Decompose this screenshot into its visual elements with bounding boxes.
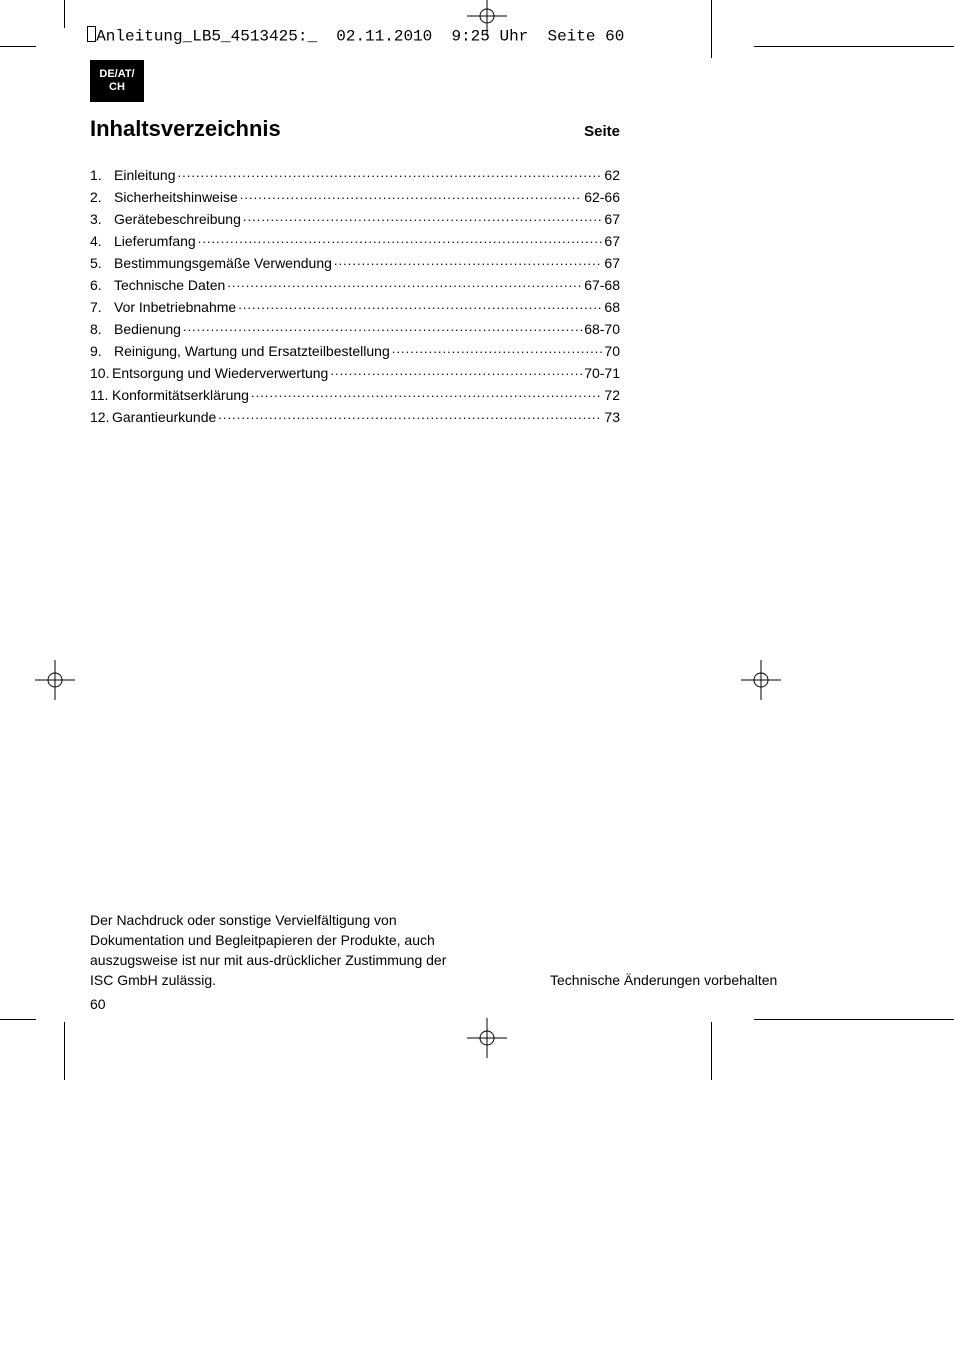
toc-row: 4.Lieferumfang 67 bbox=[90, 230, 620, 252]
toc-number: 9. bbox=[90, 340, 114, 362]
table-of-contents: 1.Einleitung 62 2.Sicherheitshinweise 62-66… bbox=[90, 164, 620, 428]
toc-row: 7.Vor Inbetriebnahme 68 bbox=[90, 296, 620, 318]
toc-number: 7. bbox=[90, 296, 114, 318]
page-number: 60 bbox=[90, 996, 106, 1012]
toc-row: 9.Reinigung, Wartung und Ersatzteilbeste… bbox=[90, 340, 620, 362]
toc-page: 72 bbox=[604, 384, 620, 406]
toc-leader-dots bbox=[183, 318, 582, 340]
toc-page: 73 bbox=[604, 406, 620, 428]
toc-number: 8. bbox=[90, 318, 114, 340]
language-badge: DE/AT/ CH bbox=[90, 60, 144, 102]
toc-leader-dots bbox=[392, 340, 603, 362]
registration-mark-icon bbox=[467, 1018, 507, 1058]
toc-row: 11.Konformitätserklärung 72 bbox=[90, 384, 620, 406]
toc-leader-dots bbox=[178, 164, 603, 186]
toc-page: 67 bbox=[604, 208, 620, 230]
toc-leader-dots bbox=[198, 230, 603, 252]
print-job-text: Anleitung_LB5_4513425:_ 02.11.2010 9:25 … bbox=[96, 28, 624, 46]
toc-leader-dots bbox=[251, 384, 602, 406]
crop-mark bbox=[0, 1019, 36, 1020]
toc-label: Bedienung bbox=[114, 318, 181, 340]
toc-number: 6. bbox=[90, 274, 114, 296]
toc-page: 68 bbox=[604, 296, 620, 318]
toc-label: Technische Daten bbox=[114, 274, 225, 296]
registration-mark-icon bbox=[741, 660, 781, 700]
language-line-1: DE/AT/ bbox=[90, 68, 144, 81]
crop-mark bbox=[64, 0, 65, 28]
toc-row: 3.Gerätebeschreibung 67 bbox=[90, 208, 620, 230]
toc-page: 67-68 bbox=[584, 274, 620, 296]
toc-page: 62-66 bbox=[584, 186, 620, 208]
registration-mark-icon bbox=[35, 660, 75, 700]
toc-row: 8.Bedienung 68-70 bbox=[90, 318, 620, 340]
toc-leader-dots bbox=[334, 252, 603, 274]
toc-leader-dots bbox=[238, 296, 602, 318]
toc-number: 12. bbox=[90, 406, 114, 428]
print-job-header: Anleitung_LB5_4513425:_ 02.11.2010 9:25 … bbox=[68, 8, 624, 47]
toc-number: 1. bbox=[90, 164, 114, 186]
page-title: Inhaltsverzeichnis bbox=[90, 116, 281, 142]
toc-number: 3. bbox=[90, 208, 114, 230]
toc-page: 67 bbox=[604, 230, 620, 252]
toc-label: Sicherheitshinweise bbox=[114, 186, 238, 208]
crop-mark bbox=[64, 1022, 65, 1080]
toc-number: 5. bbox=[90, 252, 114, 274]
crop-mark bbox=[711, 1022, 712, 1080]
crop-mark bbox=[754, 1019, 954, 1020]
toc-row: 1.Einleitung 62 bbox=[90, 164, 620, 186]
toc-label: Einleitung bbox=[114, 164, 176, 186]
toc-page: 70-71 bbox=[584, 362, 620, 384]
technical-note: Technische Änderungen vorbehalten bbox=[550, 972, 777, 988]
toc-row: 2.Sicherheitshinweise 62-66 bbox=[90, 186, 620, 208]
toc-page: 70 bbox=[604, 340, 620, 362]
crop-mark bbox=[754, 46, 954, 47]
language-line-2: CH bbox=[90, 81, 144, 94]
toc-label: Reinigung, Wartung und Ersatzteilbestell… bbox=[114, 340, 390, 362]
toc-row: 10.Entsorgung und Wiederverwertung 70-71 bbox=[90, 362, 620, 384]
toc-label: Konformitätserklärung bbox=[112, 384, 249, 406]
toc-number: 4. bbox=[90, 230, 114, 252]
toc-label: Gerätebeschreibung bbox=[114, 208, 241, 230]
toc-label: Lieferumfang bbox=[114, 230, 196, 252]
crop-mark bbox=[0, 46, 36, 47]
toc-leader-dots bbox=[240, 186, 582, 208]
toc-label: Garantieurkunde bbox=[112, 406, 216, 428]
toc-row: 6.Technische Daten 67-68 bbox=[90, 274, 620, 296]
legal-notice: Der Nachdruck oder sonstige Vervielfälti… bbox=[90, 910, 450, 990]
toc-leader-dots bbox=[243, 208, 603, 230]
toc-number: 11. bbox=[90, 384, 114, 406]
toc-row: 5.Bestimmungsgemäße Verwendung 67 bbox=[90, 252, 620, 274]
toc-page: 68-70 bbox=[584, 318, 620, 340]
toc-page: 62 bbox=[604, 164, 620, 186]
toc-label: Vor Inbetriebnahme bbox=[114, 296, 236, 318]
toc-number: 2. bbox=[90, 186, 114, 208]
toc-label: Entsorgung und Wiederverwertung bbox=[112, 362, 328, 384]
toc-leader-dots bbox=[227, 274, 582, 296]
toc-label: Bestimmungsgemäße Verwendung bbox=[114, 252, 332, 274]
page-column-label: Seite bbox=[584, 123, 620, 140]
toc-page: 67 bbox=[604, 252, 620, 274]
crop-mark bbox=[711, 0, 712, 58]
toc-number: 10. bbox=[90, 362, 114, 384]
toc-row: 12.Garantieurkunde 73 bbox=[90, 406, 620, 428]
toc-leader-dots bbox=[218, 406, 602, 428]
toc-leader-dots bbox=[330, 362, 582, 384]
